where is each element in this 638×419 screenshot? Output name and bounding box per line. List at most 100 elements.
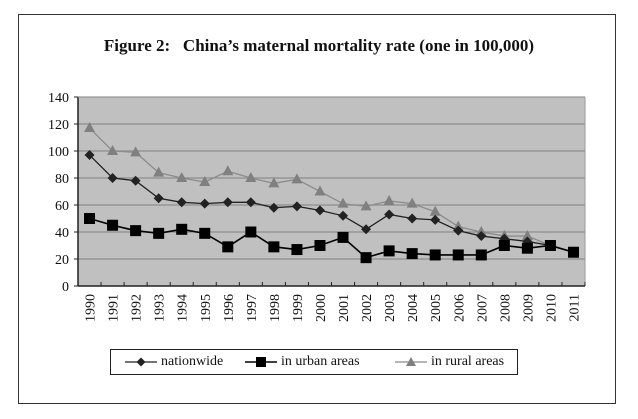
x-tick-label: 1991	[107, 294, 122, 322]
data-point-triangle	[406, 197, 418, 208]
data-point-square	[383, 245, 395, 257]
y-tick-label: 100	[48, 145, 69, 160]
data-point-diamond	[84, 150, 95, 161]
series-line	[89, 217, 574, 259]
x-tick-label: 2010	[544, 294, 559, 322]
x-tick-label: 2008	[498, 294, 513, 322]
data-point-diamond	[176, 197, 187, 208]
x-tick-label: 1999	[291, 294, 306, 322]
data-point-diamond	[130, 175, 141, 186]
data-point-square	[498, 240, 510, 251]
data-point-diamond	[153, 193, 164, 204]
y-tick-label: 60	[55, 199, 69, 214]
data-point-triangle	[291, 173, 303, 184]
y-tick-label: 80	[55, 172, 69, 187]
x-tick-label: 1996	[222, 294, 237, 322]
series-group	[84, 122, 579, 264]
data-point-diamond	[107, 173, 118, 183]
y-tick-label: 40	[55, 226, 69, 241]
x-tick-label: 2002	[360, 294, 375, 322]
triangle-marker-icon	[395, 357, 427, 366]
x-axis-ticks: 1990 1991 1992 1993 1994 1995 1996 1997 1998 1999…	[84, 282, 586, 322]
data-point-square	[245, 226, 257, 238]
x-tick-label: 2007	[475, 294, 490, 322]
data-point-square	[176, 223, 188, 235]
x-tick-label: 2005	[429, 294, 444, 322]
data-point-square	[475, 249, 487, 261]
x-tick-label: 2009	[521, 294, 536, 322]
x-tick-label: 1993	[153, 294, 168, 322]
x-tick-label: 2001	[337, 294, 352, 322]
data-point-triangle	[245, 172, 257, 182]
y-tick-label: 0	[62, 280, 69, 295]
data-point-diamond	[338, 210, 349, 221]
diamond-marker-icon	[125, 357, 157, 367]
data-point-diamond	[314, 205, 325, 216]
data-point-diamond	[384, 209, 395, 220]
data-point-triangle	[268, 177, 280, 188]
series-line	[89, 154, 574, 253]
data-point-diamond	[222, 197, 233, 208]
square-marker-icon	[245, 357, 277, 367]
data-point-diamond	[291, 201, 302, 212]
data-point-triangle	[475, 226, 487, 236]
data-point-diamond	[361, 224, 372, 235]
data-point-diamond	[476, 231, 487, 242]
x-tick-label: 2006	[452, 294, 467, 322]
data-point-diamond	[245, 197, 256, 208]
x-tick-label: 2011	[567, 294, 582, 321]
plot-area	[78, 97, 585, 286]
legend-label: nationwide	[161, 354, 224, 369]
data-point-square	[84, 213, 96, 224]
data-point-triangle	[222, 165, 234, 176]
data-point-triangle	[84, 122, 96, 133]
legend-label: in rural areas	[431, 354, 505, 369]
series-line	[89, 127, 574, 253]
series-in-urban-areas	[84, 213, 579, 264]
legend-item-rural: in rural areas	[395, 350, 504, 374]
data-point-diamond	[430, 214, 441, 225]
data-point-triangle	[107, 145, 119, 155]
data-point-triangle	[360, 200, 372, 211]
data-point-diamond	[407, 213, 418, 224]
x-tick-label: 2000	[314, 294, 329, 322]
data-point-triangle	[429, 205, 441, 216]
data-point-triangle	[452, 220, 464, 231]
x-tick-label: 2003	[383, 294, 398, 322]
x-tick-label: 1990	[84, 294, 99, 322]
x-tick-label: 1994	[176, 294, 191, 322]
data-point-diamond	[453, 225, 464, 236]
data-point-square	[107, 219, 119, 231]
data-point-triangle	[153, 166, 165, 177]
data-point-square	[268, 241, 280, 253]
legend: nationwide in urban areas in rural areas	[110, 349, 518, 375]
x-tick-label: 1992	[130, 294, 145, 322]
x-tick-label: 1995	[199, 294, 214, 322]
data-point-square	[521, 242, 533, 254]
data-point-square	[406, 248, 418, 260]
data-point-diamond	[268, 202, 279, 213]
data-point-square	[360, 252, 372, 264]
legend-item-urban: in urban areas	[245, 350, 360, 374]
data-point-square	[314, 240, 326, 251]
chart-title: Figure 2: China’s maternal mortality rat…	[103, 36, 535, 55]
data-point-triangle	[199, 176, 211, 187]
x-tick-label: 1998	[268, 294, 283, 322]
data-point-triangle	[314, 185, 326, 196]
data-point-square	[199, 227, 211, 239]
data-point-square	[429, 249, 441, 261]
y-tick-label: 20	[55, 253, 69, 268]
data-point-square	[130, 225, 142, 237]
data-point-square	[567, 246, 579, 258]
legend-item-nationwide: nationwide	[125, 350, 223, 374]
x-tick-label: 1997	[245, 294, 260, 322]
y-tick-label: 140	[48, 91, 69, 106]
y-tick-label: 120	[48, 118, 69, 133]
data-point-triangle	[176, 172, 188, 182]
data-point-square	[291, 244, 303, 256]
legend-label: in urban areas	[281, 354, 360, 369]
y-axis-ticks: 0 20 40 60 80 100 120 140	[48, 91, 78, 295]
data-point-square	[452, 249, 464, 261]
data-point-triangle	[337, 197, 349, 208]
